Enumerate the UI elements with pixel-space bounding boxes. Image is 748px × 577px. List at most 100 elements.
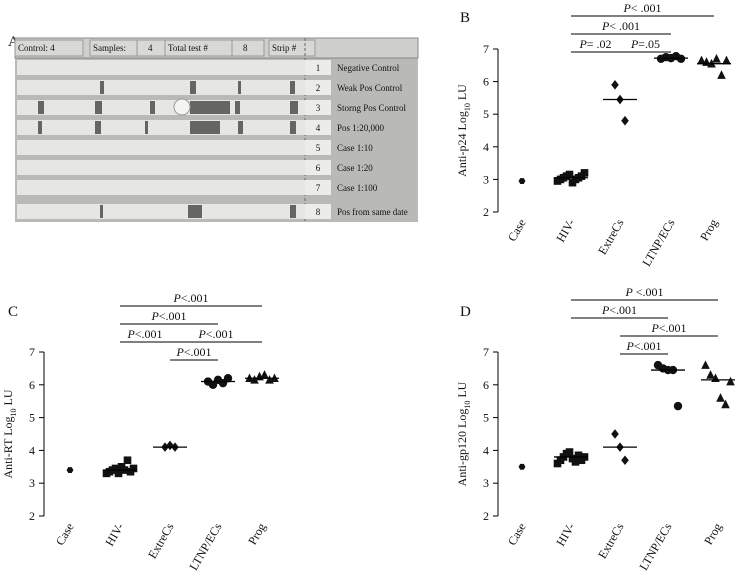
band xyxy=(150,101,155,114)
y-label-text: Anti-p24 Log xyxy=(455,111,469,177)
marker-diamond xyxy=(621,455,629,466)
marker-triangle xyxy=(712,53,721,63)
marker-square xyxy=(571,458,580,466)
y-tick-label: 3 xyxy=(483,172,489,186)
band xyxy=(290,121,296,134)
marker-hexagon xyxy=(66,467,74,474)
strip-number-cell xyxy=(305,160,331,175)
marker-diamond xyxy=(611,429,619,439)
strip-label: Case 1:100 xyxy=(337,183,378,193)
x-tick-label: HIV- xyxy=(553,521,577,549)
p-text: <.001 xyxy=(159,309,187,323)
strip-label: Storng Pos Control xyxy=(337,103,407,113)
p-text: < .001 xyxy=(609,19,640,33)
p-symbol: P xyxy=(578,37,587,51)
y-label-sub: 10 xyxy=(9,408,18,416)
p-text: <.001 xyxy=(609,303,637,317)
y-axis-label: Anti-gp120 Log10 LU xyxy=(455,381,472,486)
marker-circle xyxy=(676,54,686,63)
p-symbol: P xyxy=(172,291,181,305)
marker-triangle xyxy=(726,376,735,386)
strip-label: Case 1:20 xyxy=(337,163,373,173)
bubble xyxy=(173,98,191,116)
x-tick-label: LTNP/ECs xyxy=(186,520,224,573)
header-text: Strip # xyxy=(272,43,297,53)
marker-square xyxy=(580,169,589,177)
marker-square xyxy=(574,451,583,460)
y-label-sub: 10 xyxy=(463,103,472,111)
header-cell xyxy=(14,39,84,57)
p-symbol: P xyxy=(601,19,610,33)
strip-number-cell xyxy=(305,60,331,75)
x-tick-label: LTNP/ECs xyxy=(636,520,674,573)
marker-square xyxy=(114,469,123,478)
y-label-text: Anti-RT Log xyxy=(1,416,15,478)
band xyxy=(100,81,104,94)
strip-label: Case 1:10 xyxy=(337,143,373,153)
p-symbol: P xyxy=(150,309,159,323)
p-symbol: P xyxy=(175,345,184,359)
x-tick-label: ExtreCs xyxy=(595,216,627,257)
y-label-unit: LU xyxy=(1,389,15,405)
p-symbol: P xyxy=(650,321,659,335)
y-tick-label: 2 xyxy=(29,509,35,523)
strip xyxy=(17,180,305,195)
p-text: <.001 xyxy=(135,327,163,341)
marker-triangle xyxy=(250,375,259,384)
p-text: <.001 xyxy=(634,339,662,353)
strip-number-cell xyxy=(305,120,331,135)
strip-number-cell xyxy=(305,140,331,155)
x-tick-label: Prog xyxy=(701,521,724,548)
x-tick-label: Prog xyxy=(245,521,268,548)
p-symbol: P xyxy=(601,303,610,317)
p-text: <.001 xyxy=(659,321,687,335)
p-text: =.05 xyxy=(638,37,660,51)
p-value: P= .02 xyxy=(578,37,611,51)
marker-triangle xyxy=(706,370,715,379)
marker-square xyxy=(123,456,132,465)
band xyxy=(95,121,101,134)
marker-circle xyxy=(223,374,233,383)
strip xyxy=(17,60,305,75)
band xyxy=(100,205,103,218)
p-value: P< .001 xyxy=(622,1,661,15)
marker-hexagon xyxy=(518,463,526,470)
marker-triangle xyxy=(701,360,710,369)
y-label-sub: 10 xyxy=(463,401,472,409)
x-tick-label: ExtreCs xyxy=(595,520,627,561)
strip-label: Pos from same date xyxy=(337,207,408,217)
band xyxy=(38,101,44,114)
p-text: <.001 xyxy=(184,345,212,359)
header-text: Total test # xyxy=(168,43,208,53)
strip-number: 3 xyxy=(316,103,321,113)
strip-number-cell xyxy=(305,100,331,115)
p-value: P<.001 xyxy=(625,339,661,353)
band xyxy=(190,121,220,134)
y-tick-label: 7 xyxy=(29,345,35,359)
strip-label: Pos 1:20,000 xyxy=(337,123,385,133)
band xyxy=(290,205,296,218)
y-tick-label: 6 xyxy=(29,378,35,392)
panel-letter: C xyxy=(8,304,18,320)
p-value: P<.001 xyxy=(650,321,686,335)
header-text: Control: 4 xyxy=(18,43,55,53)
y-tick-label: 4 xyxy=(483,140,489,154)
y-tick-label: 2 xyxy=(483,509,489,523)
p-value: P=.05 xyxy=(630,37,660,51)
strip-number: 6 xyxy=(316,163,321,173)
y-tick-label: 2 xyxy=(483,205,489,219)
p-value: P<.001 xyxy=(601,303,637,317)
strip-number: 2 xyxy=(316,83,321,93)
strip-number-cell xyxy=(305,80,331,95)
x-tick-label: Case xyxy=(505,521,529,548)
marker-diamond xyxy=(621,115,629,126)
y-tick-label: 7 xyxy=(483,345,489,359)
header-text: 4 xyxy=(148,43,153,53)
band xyxy=(238,121,243,134)
y-label-unit: LU xyxy=(455,381,469,397)
band xyxy=(238,81,241,94)
strip-label: Negative Control xyxy=(337,63,400,73)
panel-letter: D xyxy=(460,304,471,320)
strip xyxy=(17,80,305,95)
